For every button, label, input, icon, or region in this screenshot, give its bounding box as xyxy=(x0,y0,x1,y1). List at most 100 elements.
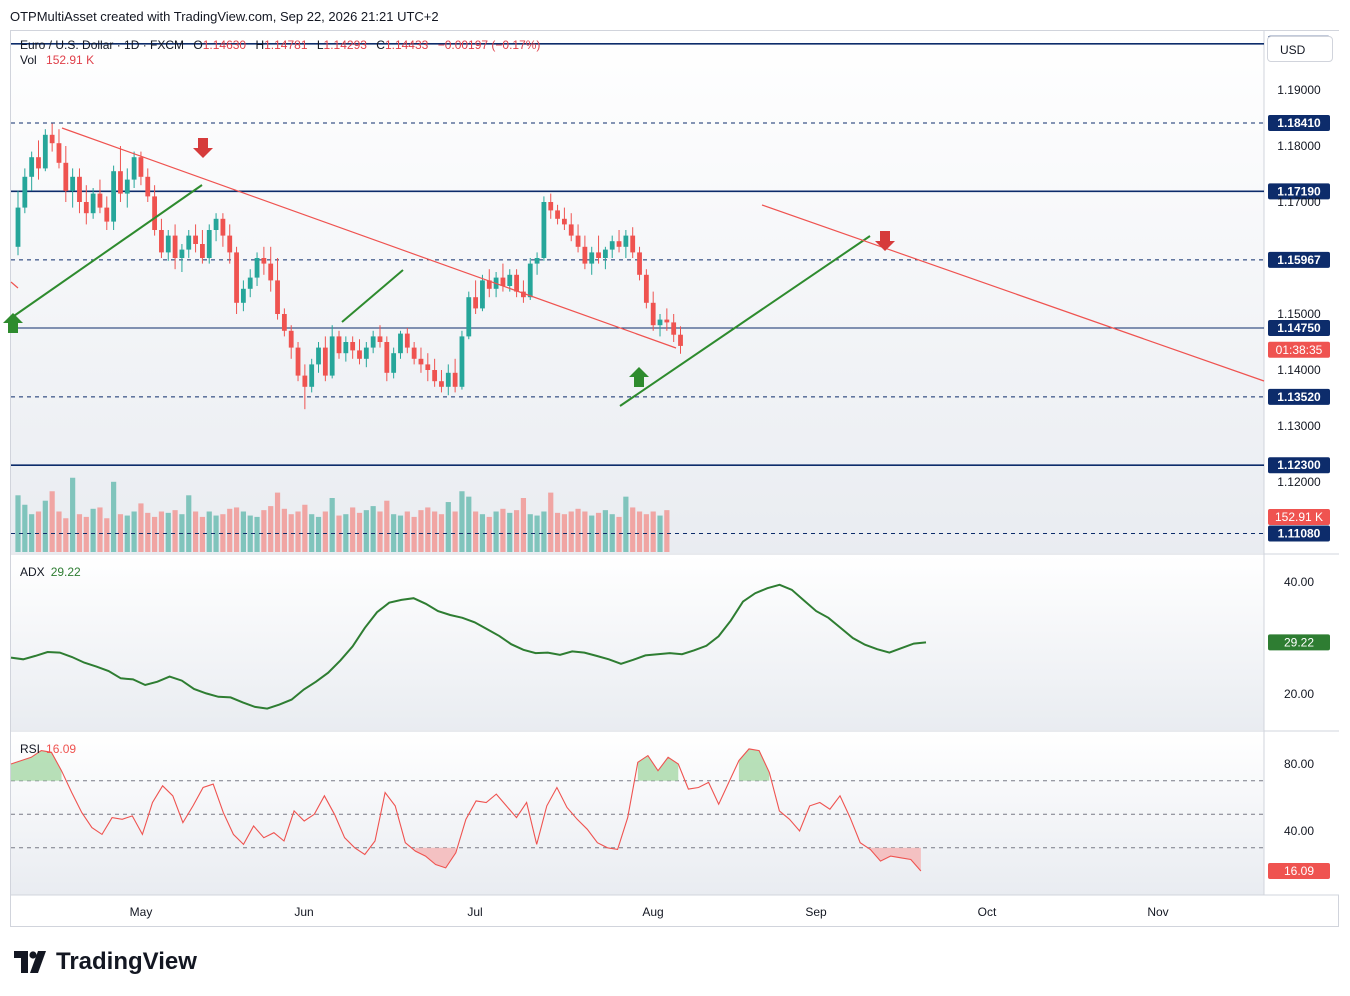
volume-bar xyxy=(575,508,581,552)
countdown-badge xyxy=(1268,341,1330,358)
volume-bar xyxy=(227,508,233,552)
candle-body xyxy=(213,218,219,230)
candle-body xyxy=(124,179,130,194)
candle-body xyxy=(541,202,547,258)
low-value: 1.14293 xyxy=(323,38,367,52)
currency-button[interactable]: USD xyxy=(1267,36,1333,62)
candle-body xyxy=(432,370,438,382)
volume-bar xyxy=(97,507,103,552)
volume-bar xyxy=(76,514,83,552)
rsi-value: 16.09 xyxy=(46,742,77,756)
volume-bar xyxy=(548,492,554,552)
volume-bar xyxy=(623,496,629,552)
vol-value: 152.91 K xyxy=(46,53,95,67)
candle-body xyxy=(480,280,485,309)
high-label: H xyxy=(255,38,265,52)
rsi-zone-fill xyxy=(870,847,921,871)
volume-bar xyxy=(589,515,595,552)
candle-body xyxy=(630,235,636,253)
candle-body xyxy=(172,235,178,258)
symbol-name[interactable]: Euro / U.S. Dollar · 1D · FXCM xyxy=(20,38,185,52)
volume-bar xyxy=(350,507,356,552)
candle-body xyxy=(377,336,383,342)
volume-bar xyxy=(602,510,608,552)
candle-body xyxy=(507,274,513,286)
price-tick-label: 1.14000 xyxy=(1277,363,1321,377)
volume-bar xyxy=(616,516,622,552)
volume-bar xyxy=(459,491,465,552)
candle-body xyxy=(425,364,431,370)
volume-bar xyxy=(438,514,445,552)
downtrend-line xyxy=(61,127,677,349)
time-tick-label: May xyxy=(130,905,153,919)
volume-bar xyxy=(63,518,69,552)
volume-bar xyxy=(370,506,376,552)
volume-bar xyxy=(513,510,520,552)
rsi-badge xyxy=(1268,863,1330,880)
candle-body xyxy=(602,249,608,258)
volume-bar xyxy=(145,512,151,552)
change-value: −0.00197 (−0.17%) xyxy=(437,38,541,52)
candle-body xyxy=(220,218,226,236)
volume-bar xyxy=(479,514,486,552)
volume-bar xyxy=(206,511,212,552)
tradingview-logo[interactable]: TradingView xyxy=(14,948,197,976)
volume-bar xyxy=(391,514,397,552)
volume-bar xyxy=(343,514,349,552)
close-label: C xyxy=(376,38,385,52)
volume-bar xyxy=(22,504,28,552)
tradingview-logo-icon xyxy=(14,951,46,973)
candle-body xyxy=(411,347,417,359)
adx-badge xyxy=(1268,634,1330,651)
candle-body xyxy=(42,134,48,169)
level-badge-label: 1.12300 xyxy=(1277,458,1321,472)
candle-body xyxy=(309,364,315,387)
adx-legend[interactable]: ADX 29.22 xyxy=(20,565,81,579)
candle-body xyxy=(643,274,649,303)
adx-tick-label: 40.00 xyxy=(1284,575,1314,589)
volume-bar xyxy=(124,515,130,552)
candle-body xyxy=(200,244,205,258)
volume-bar xyxy=(527,514,533,552)
volume-bar xyxy=(268,506,274,552)
vol-label[interactable]: Vol xyxy=(20,53,37,67)
candle-body xyxy=(657,319,663,326)
candle-body xyxy=(671,322,677,335)
level-badge xyxy=(1268,115,1330,132)
level-badge-label: 1.13520 xyxy=(1277,390,1321,404)
adx-value: 29.22 xyxy=(50,565,81,579)
volume-bar xyxy=(274,492,281,552)
volume-bar xyxy=(541,511,547,552)
candle-body xyxy=(261,258,267,264)
adx-badge-label: 29.22 xyxy=(1284,635,1314,649)
volume-bar xyxy=(138,503,144,552)
volume-bar xyxy=(158,511,165,552)
candle-body xyxy=(678,334,683,346)
rsi-legend[interactable]: RSI 16.09 xyxy=(20,742,76,756)
volume-badge xyxy=(1268,509,1330,525)
candle-body xyxy=(596,252,601,258)
volume-bar xyxy=(432,511,438,552)
candle-body xyxy=(227,235,233,253)
candle-body xyxy=(336,336,342,354)
candle-body xyxy=(145,176,151,197)
candle-body xyxy=(363,347,369,359)
volume-bar xyxy=(172,510,178,552)
candle-body xyxy=(179,249,185,258)
candle-body xyxy=(15,207,21,247)
volume-bar xyxy=(49,491,55,552)
candle-body xyxy=(404,333,410,348)
open-value: 1.14630 xyxy=(202,38,247,52)
level-badge-label: 1.15967 xyxy=(1277,253,1321,267)
volume-bar xyxy=(411,516,417,552)
price-tick-label: 1.12000 xyxy=(1277,475,1321,489)
price-tick-label: 1.19000 xyxy=(1277,83,1321,97)
volume-bar xyxy=(70,477,76,552)
candle-body xyxy=(83,202,89,214)
volume-bar xyxy=(650,511,656,552)
candle-body xyxy=(527,263,533,298)
candle-body xyxy=(589,252,595,264)
candle-body xyxy=(288,330,294,348)
candle-body xyxy=(97,193,103,208)
